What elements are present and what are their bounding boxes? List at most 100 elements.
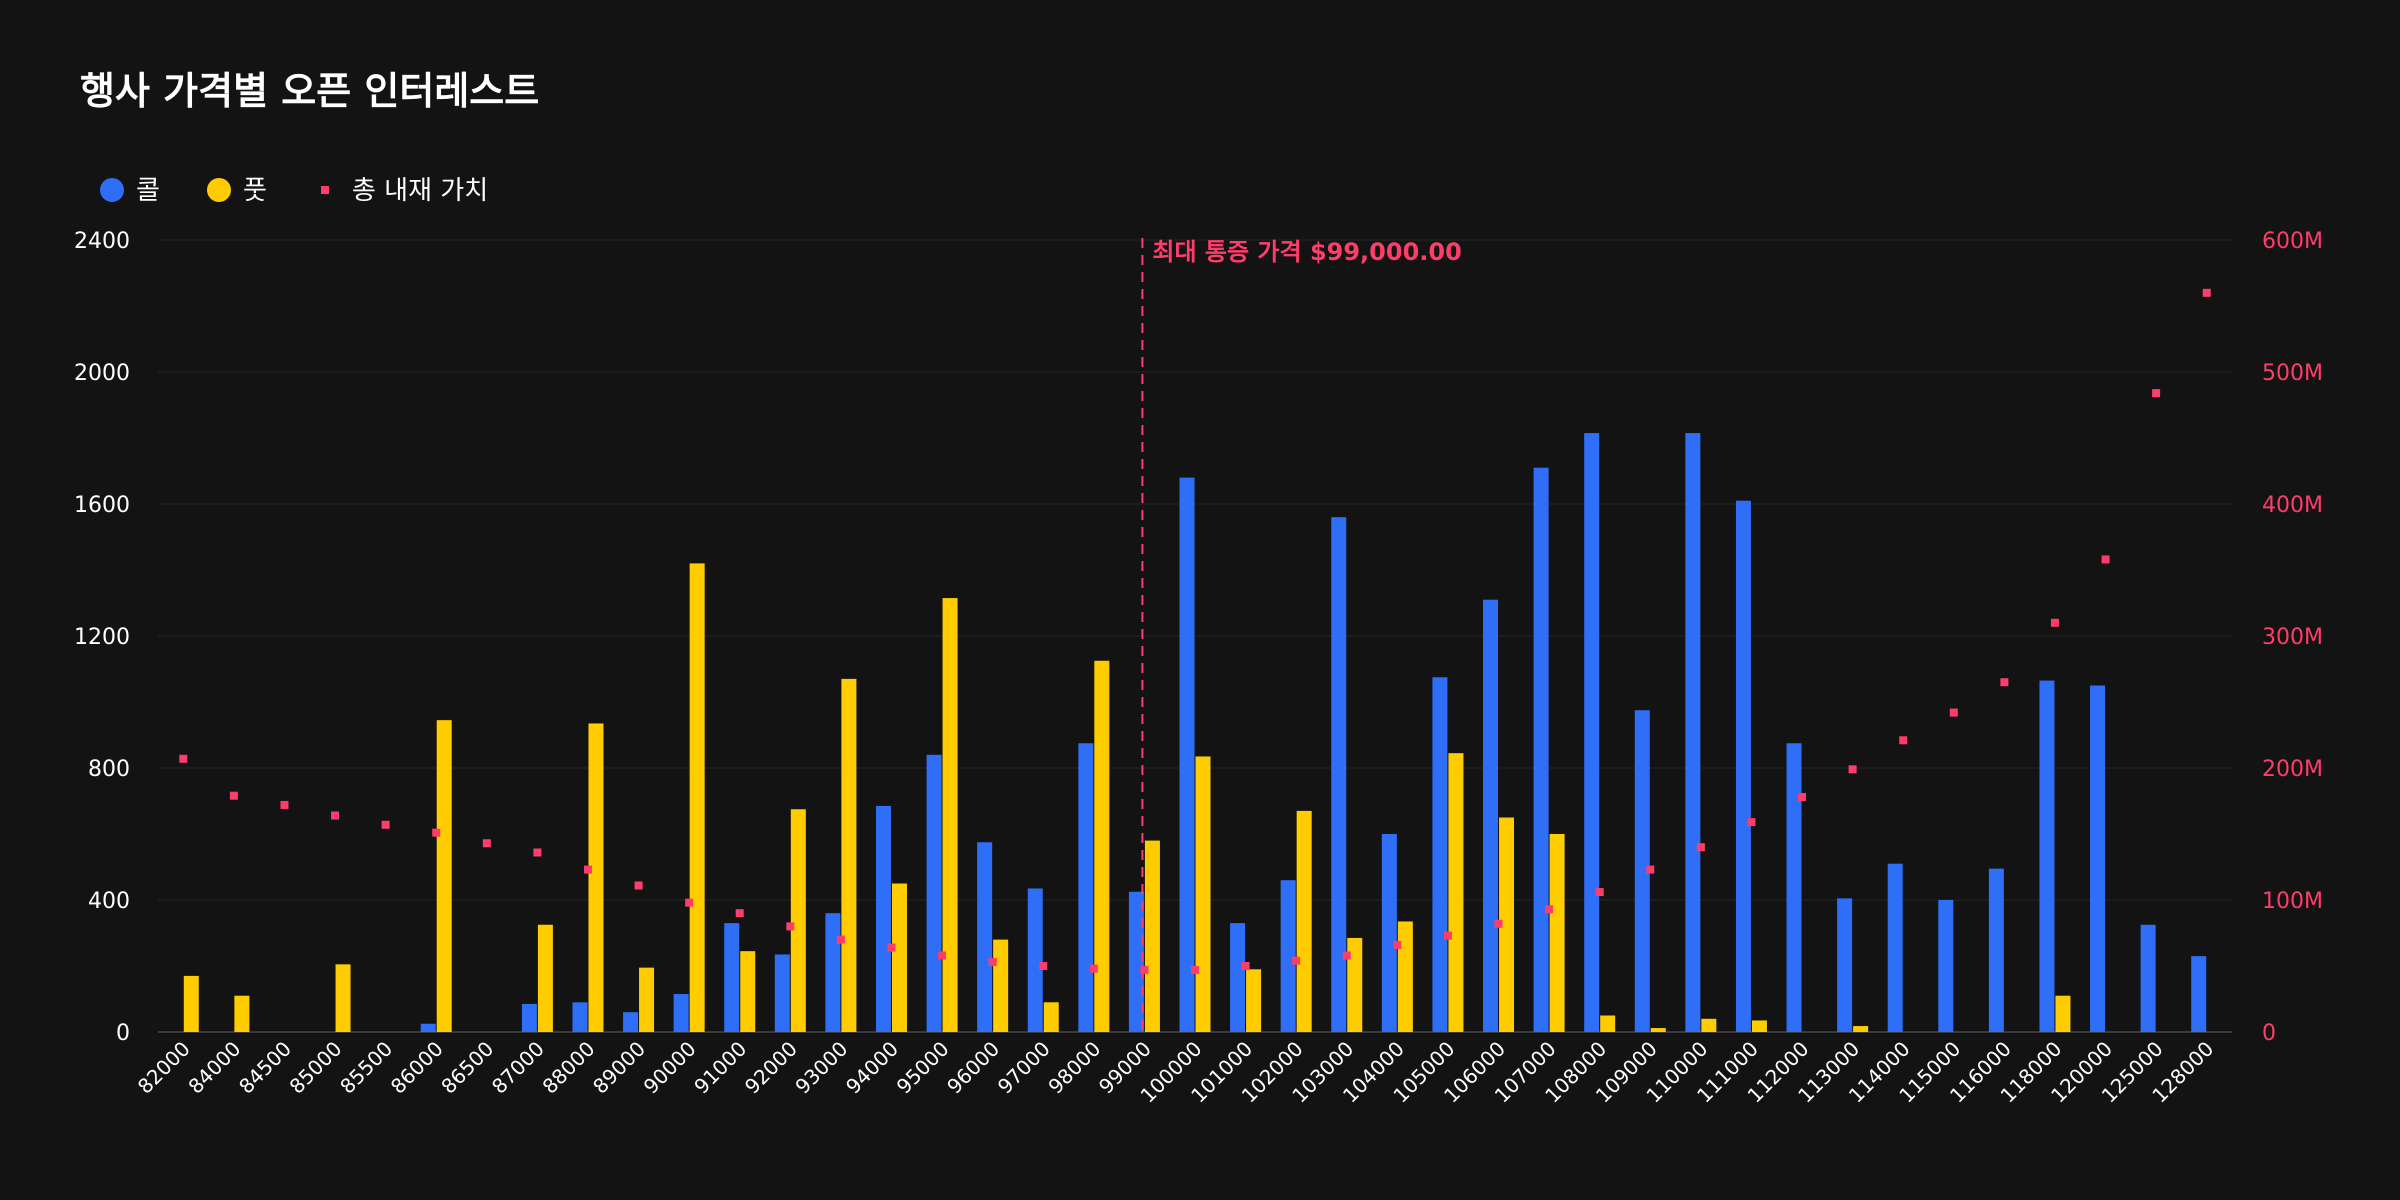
intrinsic-value-marker-128000[interactable] [2202, 288, 2211, 297]
call-bar-91000[interactable] [724, 923, 740, 1032]
call-bar-128000[interactable] [2191, 956, 2207, 1032]
intrinsic-value-marker-115000[interactable] [1949, 708, 1958, 717]
call-bar-99000[interactable] [1128, 891, 1144, 1032]
intrinsic-value-marker-109000[interactable] [1646, 865, 1655, 874]
put-bar-101000[interactable] [1246, 969, 1262, 1032]
call-bar-89000[interactable] [623, 1012, 639, 1032]
intrinsic-value-marker-114000[interactable] [1899, 736, 1908, 745]
call-bar-92000[interactable] [774, 954, 790, 1032]
intrinsic-value-marker-100000[interactable] [1191, 965, 1199, 974]
call-bar-86000[interactable] [420, 1023, 436, 1032]
legend-item-puts[interactable]: 풋 [207, 176, 267, 206]
put-bar-107000[interactable] [1549, 834, 1565, 1032]
call-bar-115000[interactable] [1938, 900, 1954, 1032]
put-bar-99000[interactable] [1144, 840, 1160, 1032]
intrinsic-value-marker-93000[interactable] [836, 935, 845, 944]
intrinsic-value-marker-94000[interactable] [887, 943, 896, 952]
call-bar-94000[interactable] [875, 805, 891, 1032]
put-bar-105000[interactable] [1448, 753, 1464, 1032]
call-bar-93000[interactable] [825, 913, 841, 1032]
intrinsic-value-marker-104000[interactable] [1393, 940, 1402, 949]
put-bar-92000[interactable] [790, 809, 806, 1032]
put-bar-113000[interactable] [1853, 1026, 1869, 1032]
intrinsic-value-marker-88000[interactable] [583, 865, 592, 874]
call-bar-87000[interactable] [521, 1003, 537, 1032]
intrinsic-value-marker-96000[interactable] [988, 958, 997, 967]
intrinsic-value-marker-92000[interactable] [786, 922, 795, 931]
intrinsic-value-marker-85500[interactable] [381, 820, 390, 829]
put-bar-98000[interactable] [1094, 660, 1110, 1032]
put-bar-93000[interactable] [841, 678, 857, 1032]
call-bar-98000[interactable] [1078, 743, 1094, 1032]
put-bar-91000[interactable] [740, 951, 756, 1032]
intrinsic-value-marker-118000[interactable] [2050, 618, 2059, 627]
put-bar-85000[interactable] [335, 964, 351, 1032]
put-bar-104000[interactable] [1397, 921, 1413, 1032]
intrinsic-value-marker-113000[interactable] [1848, 765, 1857, 774]
intrinsic-value-marker-105000[interactable] [1443, 931, 1452, 940]
legend-item-calls[interactable]: 콜 [100, 176, 160, 206]
call-bar-106000[interactable] [1483, 599, 1499, 1032]
intrinsic-value-marker-108000[interactable] [1595, 888, 1604, 897]
call-bar-114000[interactable] [1887, 863, 1903, 1032]
put-bar-111000[interactable] [1751, 1020, 1767, 1032]
call-bar-105000[interactable] [1432, 677, 1448, 1032]
put-bar-100000[interactable] [1195, 756, 1211, 1032]
call-bar-104000[interactable] [1381, 834, 1397, 1032]
call-bar-100000[interactable] [1179, 477, 1195, 1033]
put-bar-95000[interactable] [942, 598, 958, 1032]
intrinsic-value-marker-99000[interactable] [1140, 965, 1149, 974]
put-bar-118000[interactable] [2055, 995, 2071, 1032]
put-bar-86000[interactable] [436, 720, 452, 1032]
call-bar-116000[interactable] [1988, 868, 2004, 1032]
legend-item-intrinsic-value[interactable]: 총 내재 가치 [321, 176, 488, 206]
put-bar-88000[interactable] [588, 723, 604, 1032]
intrinsic-value-marker-101000[interactable] [1241, 962, 1250, 970]
call-bar-113000[interactable] [1837, 898, 1853, 1032]
intrinsic-value-marker-120000[interactable] [2101, 555, 2110, 564]
intrinsic-value-marker-86000[interactable] [432, 828, 441, 837]
intrinsic-value-marker-85000[interactable] [331, 811, 340, 820]
call-bar-103000[interactable] [1331, 517, 1347, 1032]
call-bar-88000[interactable] [572, 1002, 588, 1032]
intrinsic-value-marker-102000[interactable] [1292, 956, 1301, 965]
put-bar-106000[interactable] [1499, 817, 1515, 1033]
call-bar-102000[interactable] [1280, 880, 1296, 1032]
call-bar-97000[interactable] [1027, 888, 1043, 1032]
put-bar-94000[interactable] [891, 883, 907, 1033]
call-bar-125000[interactable] [2140, 924, 2156, 1032]
intrinsic-value-marker-90000[interactable] [685, 898, 694, 907]
put-bar-109000[interactable] [1650, 1028, 1666, 1032]
call-bar-95000[interactable] [926, 754, 942, 1032]
intrinsic-value-marker-110000[interactable] [1696, 843, 1705, 852]
call-bar-120000[interactable] [2090, 685, 2106, 1033]
intrinsic-value-marker-111000[interactable] [1747, 818, 1756, 827]
intrinsic-value-marker-91000[interactable] [735, 909, 744, 918]
intrinsic-value-marker-98000[interactable] [1089, 964, 1098, 973]
intrinsic-value-marker-112000[interactable] [1798, 793, 1807, 802]
put-bar-97000[interactable] [1043, 1002, 1059, 1032]
intrinsic-value-marker-86500[interactable] [482, 839, 491, 848]
call-bar-109000[interactable] [1634, 710, 1650, 1032]
intrinsic-value-marker-82000[interactable] [179, 754, 188, 763]
intrinsic-value-marker-95000[interactable] [938, 951, 947, 960]
call-bar-110000[interactable] [1685, 433, 1701, 1032]
put-bar-89000[interactable] [639, 967, 655, 1032]
call-bar-90000[interactable] [673, 994, 689, 1032]
intrinsic-value-marker-106000[interactable] [1494, 919, 1503, 928]
put-bar-82000[interactable] [183, 975, 199, 1032]
call-bar-101000[interactable] [1230, 923, 1246, 1032]
call-bar-112000[interactable] [1786, 743, 1802, 1032]
put-bar-84000[interactable] [234, 995, 250, 1032]
put-bar-87000[interactable] [537, 924, 553, 1032]
call-bar-111000[interactable] [1735, 500, 1751, 1032]
call-bar-118000[interactable] [2039, 680, 2055, 1032]
call-bar-108000[interactable] [1584, 433, 1600, 1032]
intrinsic-value-marker-84000[interactable] [229, 791, 238, 800]
intrinsic-value-marker-84500[interactable] [280, 800, 289, 809]
intrinsic-value-marker-89000[interactable] [634, 881, 643, 890]
intrinsic-value-marker-107000[interactable] [1545, 905, 1554, 914]
intrinsic-value-marker-125000[interactable] [2152, 389, 2161, 398]
call-bar-107000[interactable] [1533, 467, 1549, 1032]
put-bar-102000[interactable] [1296, 810, 1312, 1032]
